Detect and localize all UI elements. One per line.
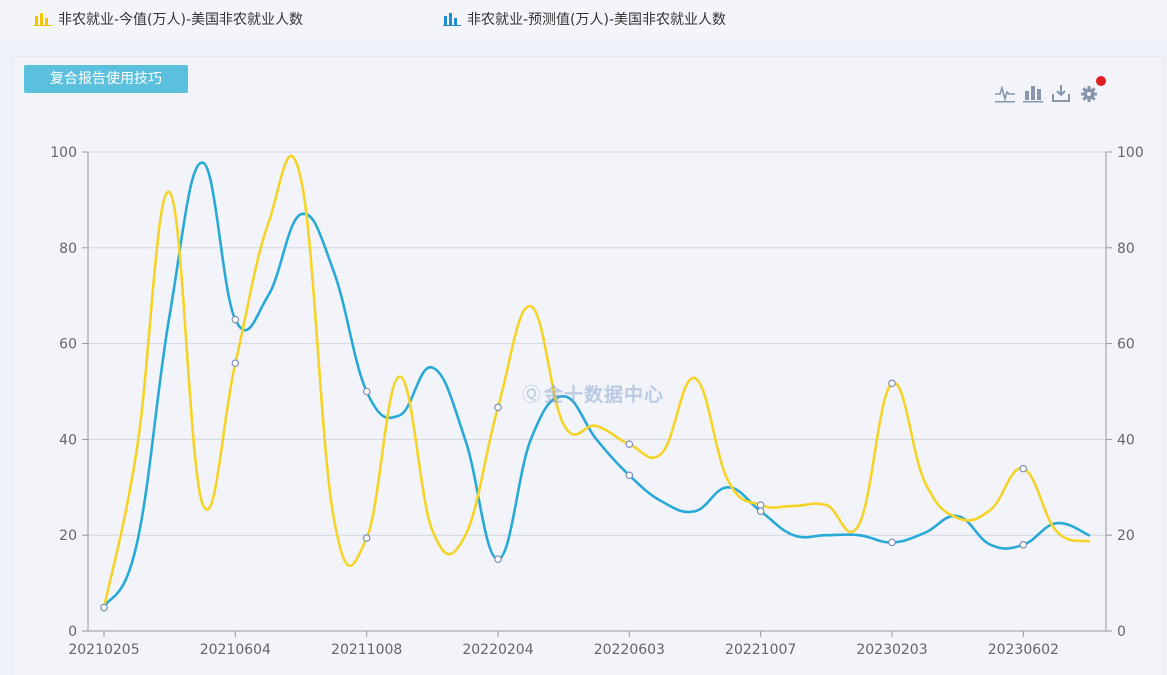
data-point (756, 501, 765, 509)
legend-series-2[interactable]: 非农就业-预测值(万人)-美国非农就业人数 (443, 9, 726, 29)
legend-series-1[interactable]: 非农就业-今值(万人)-美国非农就业人数 (34, 9, 303, 29)
data-point (888, 538, 896, 547)
legend-series-1-label: 非农就业-今值(万人)-美国非农就业人数 (58, 12, 304, 28)
y-right-tick-label: 100 (1117, 145, 1144, 161)
y-right-tick-label: 0 (1117, 624, 1126, 640)
bar-chart-icon (443, 13, 461, 26)
bar-chart-icon (34, 13, 52, 26)
watermark: Ⓠ 金十数据中心 (522, 380, 664, 407)
x-axis: 20210205 20210604 20211008 20220204 20220603… (68, 630, 1106, 658)
series-points (100, 315, 1028, 612)
chart-toolbar (994, 76, 1106, 104)
y-left-tick-label: 80 (59, 241, 77, 257)
x-tick-label: 20230203 (856, 642, 927, 658)
x-tick-label: 20220204 (462, 642, 533, 658)
data-point (231, 315, 240, 324)
y-left-tick-label: 0 (68, 624, 77, 640)
data-point (100, 603, 108, 612)
y-right-tick-label: 40 (1117, 432, 1135, 448)
y-left-tick-label: 20 (59, 528, 77, 544)
tips-button[interactable]: 复合报告使用技巧 (24, 65, 188, 93)
x-tick-label: 20210205 (68, 642, 139, 658)
data-point (625, 471, 634, 480)
data-point (756, 507, 765, 516)
data-point (625, 440, 634, 448)
y-right-tick-label: 80 (1117, 241, 1135, 257)
y-right-tick-label: 20 (1117, 528, 1135, 544)
data-point (362, 534, 371, 542)
data-point (231, 359, 240, 368)
watermark-text: 金十数据中心 (544, 384, 665, 406)
y-left-tick-label: 40 (59, 432, 77, 448)
gear-icon[interactable] (1078, 76, 1106, 104)
notification-dot (1096, 76, 1106, 86)
x-tick-label: 20220603 (594, 642, 665, 658)
bar-chart-icon[interactable] (1022, 82, 1044, 104)
y-axis-left: 0 20 40 60 80 100 (50, 145, 89, 640)
x-tick-label: 20210604 (200, 642, 271, 658)
chart-panel (12, 56, 1164, 675)
line-chart-icon[interactable] (994, 82, 1016, 104)
download-icon[interactable] (1050, 82, 1072, 104)
y-left-tick-label: 60 (59, 337, 77, 353)
x-tick-label: 20211008 (331, 642, 402, 658)
data-point (494, 555, 502, 563)
y-right-tick-label: 60 (1117, 337, 1135, 353)
x-tick-label: 20230602 (988, 642, 1059, 658)
legend-bar: 非农就业-今值(万人)-美国非农就业人数 非农就业-预测值(万人)-美国非农就业… (0, 0, 1167, 40)
data-point (888, 379, 896, 388)
data-point (1019, 464, 1028, 473)
y-left-tick-label: 100 (50, 145, 77, 161)
x-tick-label: 20221007 (725, 642, 796, 658)
data-point (1019, 540, 1028, 549)
y-axis-right: 0 20 40 60 80 100 (1105, 145, 1144, 640)
data-point (494, 403, 502, 412)
watermark-icon: Ⓠ (522, 384, 543, 406)
series-line-2 (102, 161, 1091, 609)
data-point (362, 387, 371, 396)
legend-series-2-label: 非农就业-预测值(万人)-美国非农就业人数 (467, 12, 727, 28)
